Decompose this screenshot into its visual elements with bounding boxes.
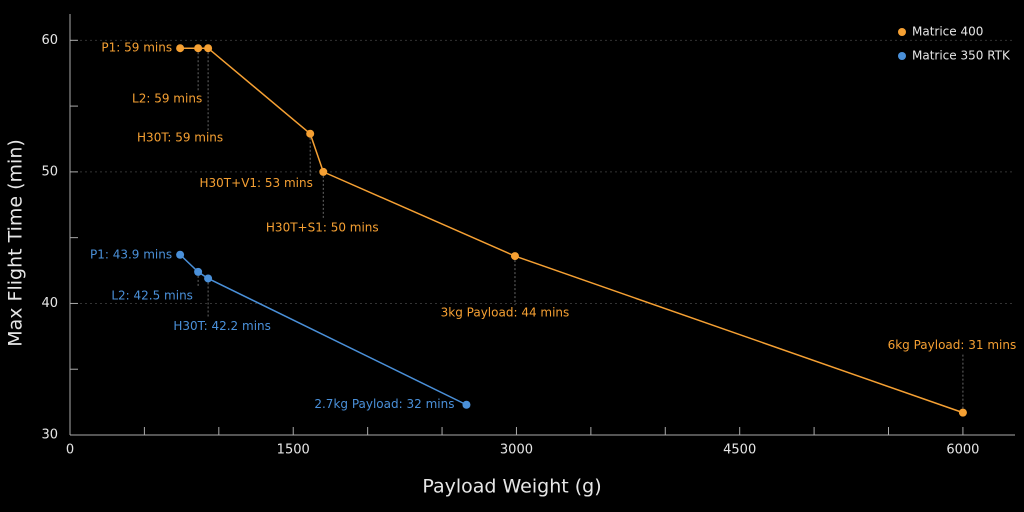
point-label: L2: 59 mins bbox=[132, 92, 202, 106]
point bbox=[462, 400, 471, 409]
legend-marker bbox=[898, 28, 906, 36]
point bbox=[194, 267, 203, 276]
x-tick-label: 4500 bbox=[723, 443, 756, 458]
point bbox=[204, 44, 213, 53]
point-label: H30T+S1: 50 mins bbox=[266, 220, 379, 234]
point bbox=[319, 167, 328, 176]
point bbox=[306, 129, 315, 138]
point-label: H30T: 59 mins bbox=[137, 131, 223, 145]
y-axis-title: Max Flight Time (min) bbox=[5, 139, 27, 347]
point bbox=[194, 44, 203, 53]
legend-label: Matrice 400 bbox=[912, 25, 983, 39]
y-tick-label: 60 bbox=[41, 33, 58, 48]
point-label: 6kg Payload: 31 mins bbox=[888, 338, 1017, 352]
y-tick-label: 40 bbox=[41, 296, 58, 311]
point-label: 2.7kg Payload: 32 mins bbox=[314, 397, 454, 411]
y-tick-label: 50 bbox=[41, 164, 58, 179]
point bbox=[176, 44, 185, 53]
x-tick-label: 6000 bbox=[946, 443, 979, 458]
x-tick-label: 1500 bbox=[277, 443, 310, 458]
point-label: H30T+V1: 53 mins bbox=[200, 176, 313, 190]
point-label: P1: 43.9 mins bbox=[90, 247, 172, 261]
point-label: H30T: 42.2 mins bbox=[173, 319, 271, 333]
series-line bbox=[179, 254, 467, 406]
x-axis-title: Payload Weight (g) bbox=[422, 476, 601, 498]
x-tick-label: 0 bbox=[66, 443, 74, 458]
point bbox=[204, 274, 213, 283]
legend-marker bbox=[898, 52, 906, 60]
point bbox=[510, 252, 519, 261]
point-label: P1: 59 mins bbox=[101, 41, 172, 55]
point-label: 3kg Payload: 44 mins bbox=[441, 306, 570, 320]
y-tick-label: 30 bbox=[41, 428, 58, 443]
legend-label: Matrice 350 RTK bbox=[912, 49, 1011, 63]
point bbox=[176, 250, 185, 259]
point-label: L2: 42.5 mins bbox=[111, 288, 193, 302]
x-tick-label: 3000 bbox=[500, 443, 533, 458]
point bbox=[958, 408, 967, 417]
